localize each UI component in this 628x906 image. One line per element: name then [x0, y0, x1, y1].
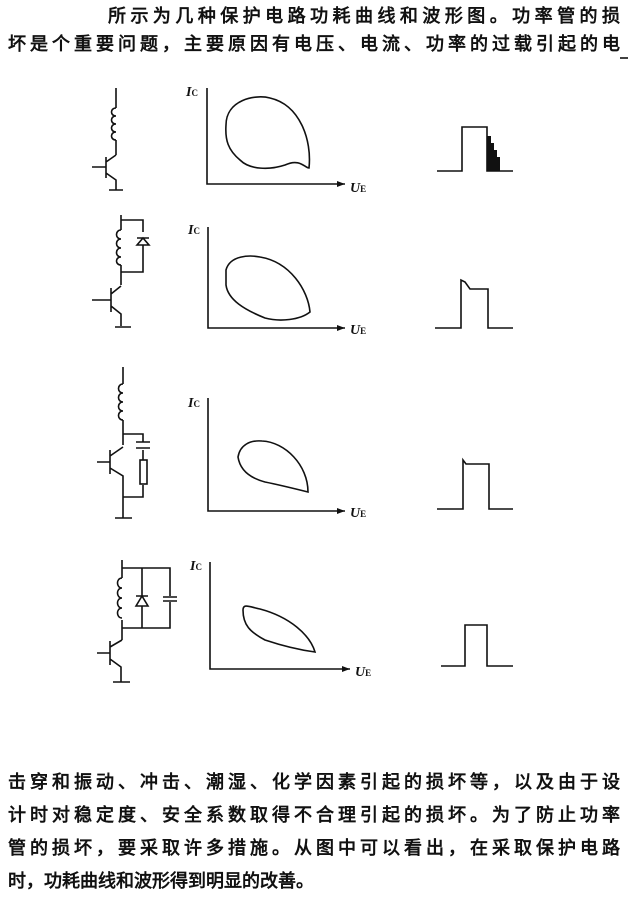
load-line-curve	[225, 255, 311, 321]
waveform-4	[441, 624, 513, 667]
transistor-icon	[97, 639, 130, 683]
inductor-icon	[117, 383, 124, 421]
inductor-icon	[116, 577, 123, 619]
diode-icon	[135, 236, 151, 246]
waveform-1	[437, 126, 513, 172]
conclusion-line-4: 时，功耗曲线和波形得到明显的改善。	[8, 871, 314, 892]
svg-text:UE: UE	[350, 323, 366, 338]
resistor-icon	[139, 459, 148, 485]
load-line-curve	[225, 96, 311, 170]
transistor-icon	[97, 446, 132, 519]
loci-chart-4: IC UE	[189, 559, 371, 680]
intro-line-2: 坏是个重要问题，主要原因有电压、电流、功率的过载引起的电	[8, 34, 620, 55]
circuit-2	[92, 215, 151, 328]
transistor-icon	[92, 285, 131, 328]
transistor-icon	[92, 154, 123, 191]
conclusion-line-3: 管的损坏，要采取许多措施。从图中可以看出，在采取保护电路	[8, 838, 620, 859]
svg-text:IC: IC	[185, 85, 198, 100]
circuit-4	[97, 560, 177, 683]
diode-icon	[134, 594, 150, 607]
svg-text:UE: UE	[355, 665, 371, 680]
load-line-curve	[242, 605, 317, 653]
conclusion-line-2: 计时对稳定度、安全系数取得不合理引起的损坏。为了防止功率	[8, 805, 620, 826]
waveform-2	[435, 278, 513, 329]
load-line-curve	[237, 440, 309, 494]
conclusion-line-1: 击穿和振动、冲击、潮湿、化学因素引起的损坏等，以及由于设	[8, 772, 620, 793]
svg-text:IC: IC	[189, 559, 202, 574]
svg-text:UE: UE	[350, 181, 366, 196]
circuit-1	[92, 88, 123, 191]
loci-chart-1: IC UE	[185, 85, 366, 196]
svg-text:UE: UE	[350, 506, 366, 521]
waveform-3	[437, 457, 513, 510]
capacitor-icon	[136, 441, 150, 449]
inductor-icon	[110, 107, 117, 141]
capacitor-icon	[163, 596, 177, 602]
svg-text:IC: IC	[187, 223, 200, 238]
intro-line-1: 所示为几种保护电路功耗曲线和波形图。功率管的损	[108, 6, 620, 27]
circuit-3	[97, 367, 150, 519]
loci-chart-2: IC UE	[187, 223, 366, 338]
svg-text:IC: IC	[187, 396, 200, 411]
inductor-icon	[115, 229, 122, 266]
loci-chart-3: IC UE	[187, 396, 366, 521]
